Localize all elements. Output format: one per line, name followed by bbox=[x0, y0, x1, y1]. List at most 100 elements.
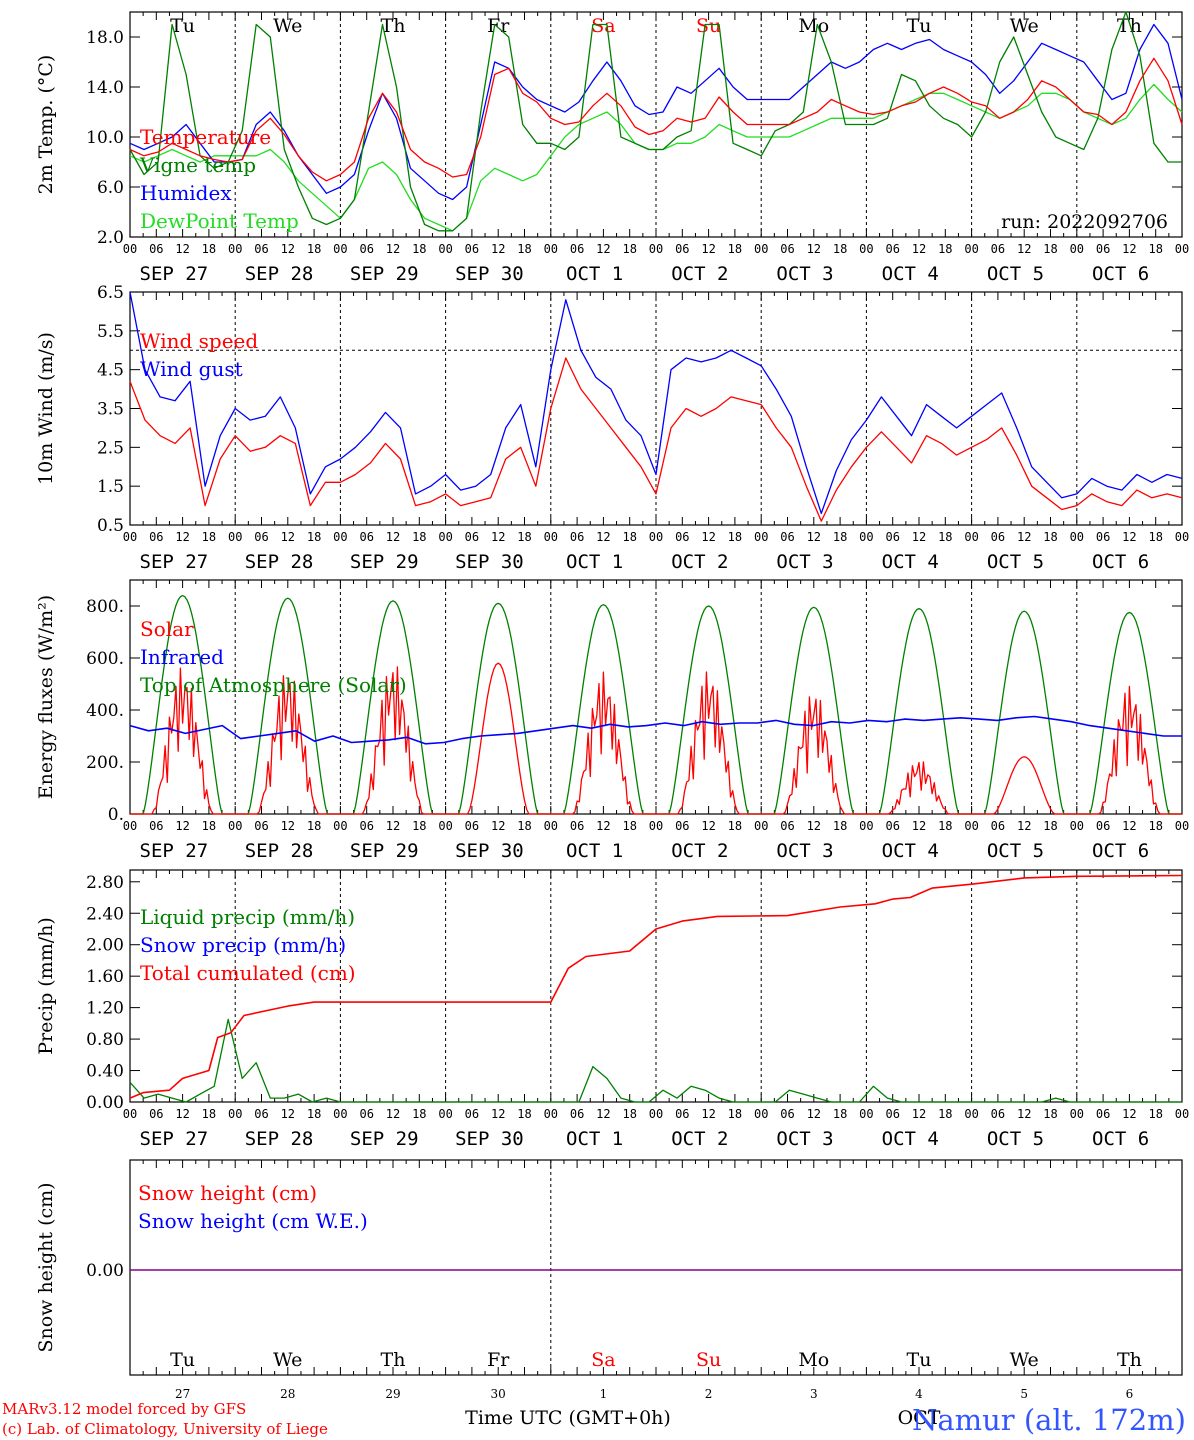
series-humidex bbox=[129, 23, 1183, 201]
weekday-label: Fr bbox=[487, 15, 510, 37]
x-date-label: SEP 29 bbox=[350, 840, 419, 862]
x-tick-label: 12 bbox=[281, 242, 295, 256]
x-tick-label: 12 bbox=[175, 1107, 189, 1121]
series-top-of-atmosphere-solar bbox=[340, 600, 446, 815]
x-tick-label: 06 bbox=[359, 530, 373, 544]
x-tick-label: 12 bbox=[175, 819, 189, 833]
weekday-label: We bbox=[1010, 1349, 1039, 1371]
x-date-label: SEP 30 bbox=[455, 263, 524, 285]
x-date-label: OCT 6 bbox=[1092, 1128, 1149, 1150]
x-tick-label: 12 bbox=[701, 530, 715, 544]
x-tick-label: 00 bbox=[438, 819, 452, 833]
series-solar bbox=[445, 662, 551, 815]
weekday-label: We bbox=[273, 1349, 302, 1371]
legend-snow-height-cm-w-e-: Snow height (cm W.E.) bbox=[138, 1209, 368, 1233]
series-infrared bbox=[129, 715, 1182, 745]
weekday-label: We bbox=[273, 15, 302, 37]
legend-snow-height-cm-: Snow height (cm) bbox=[138, 1181, 317, 1205]
x-tick-label: 12 bbox=[596, 242, 610, 256]
y-tick-label: 2.80 bbox=[86, 873, 124, 893]
y-tick-label: 2.00 bbox=[86, 936, 124, 956]
x-tick-label: 00 bbox=[123, 1107, 137, 1121]
y-tick-label: 0.80 bbox=[86, 1030, 124, 1050]
x-tick-label: 06 bbox=[885, 530, 899, 544]
x-tick-label: 18 bbox=[517, 530, 531, 544]
x-date-label: OCT 5 bbox=[987, 551, 1044, 573]
x-tick-label: 18 bbox=[622, 1107, 636, 1121]
y-tick-label: 0.40 bbox=[86, 1062, 124, 1082]
x-date-label: OCT 6 bbox=[1092, 263, 1149, 285]
x-date-label: OCT 5 bbox=[987, 840, 1044, 862]
x-tick-label: 18 bbox=[1043, 819, 1057, 833]
y-tick-label: 1.20 bbox=[86, 999, 124, 1019]
x-tick-label: 12 bbox=[386, 242, 400, 256]
run-label: run: 2022092706 bbox=[1001, 211, 1168, 233]
x-date-label: OCT 3 bbox=[776, 840, 833, 862]
series-solar bbox=[971, 756, 1077, 815]
y-tick-label: 1.5 bbox=[97, 477, 124, 497]
weekday-label: Th bbox=[381, 15, 406, 37]
x-date-label: OCT 4 bbox=[882, 551, 939, 573]
x-tick-label: 06 bbox=[780, 819, 794, 833]
x-tick-label: 06 bbox=[885, 819, 899, 833]
x-tick-label: 12 bbox=[596, 1107, 610, 1121]
y-tick-label: 800. bbox=[86, 597, 124, 617]
x-tick-label: 12 bbox=[701, 1107, 715, 1121]
x-tick-label: 06 bbox=[675, 819, 689, 833]
legend-snow-precip-mm-h-: Snow precip (mm/h) bbox=[140, 933, 346, 957]
x-tick-label: 00 bbox=[754, 530, 768, 544]
x-tick-label: 12 bbox=[807, 1107, 821, 1121]
x-tick-label: 06 bbox=[1096, 1107, 1110, 1121]
day-number-label: 2 bbox=[705, 1387, 713, 1401]
x-tick-label: 00 bbox=[228, 1107, 242, 1121]
x-tick-label: 18 bbox=[202, 819, 216, 833]
y-tick-label: 600. bbox=[86, 649, 124, 669]
y-axis-label: Energy fluxes (W/m²) bbox=[35, 595, 57, 799]
x-tick-label: 18 bbox=[412, 530, 426, 544]
legend-humidex: Humidex bbox=[140, 181, 232, 205]
weekday-label: Su bbox=[696, 1349, 721, 1371]
station-label: Namur (alt. 172m) bbox=[912, 1403, 1186, 1437]
series-top-of-atmosphere-solar bbox=[971, 610, 1077, 815]
x-date-label: OCT 6 bbox=[1092, 551, 1149, 573]
series-top-of-atmosphere-solar bbox=[761, 606, 867, 815]
x-tick-label: 18 bbox=[728, 242, 742, 256]
x-tick-label: 18 bbox=[728, 819, 742, 833]
x-tick-label: 18 bbox=[622, 819, 636, 833]
x-tick-label: 18 bbox=[938, 530, 952, 544]
x-tick-label: 00 bbox=[1175, 819, 1189, 833]
x-tick-label: 06 bbox=[254, 1107, 268, 1121]
x-tick-label: 06 bbox=[149, 819, 163, 833]
x-tick-label: 12 bbox=[491, 530, 505, 544]
x-tick-label: 12 bbox=[596, 530, 610, 544]
x-tick-label: 06 bbox=[465, 242, 479, 256]
y-tick-label: 2.0 bbox=[97, 228, 124, 248]
x-tick-label: 12 bbox=[912, 819, 926, 833]
time-axis-label: Time UTC (GMT+0h) bbox=[465, 1407, 671, 1429]
weekday-label: Tu bbox=[170, 15, 195, 37]
x-tick-label: 00 bbox=[1070, 819, 1084, 833]
x-tick-label: 12 bbox=[175, 530, 189, 544]
x-tick-label: 06 bbox=[254, 530, 268, 544]
credit-line-1: MARv3.12 model forced by GFS bbox=[2, 1400, 246, 1418]
weekday-label: Tu bbox=[170, 1349, 195, 1371]
weekday-label: Su bbox=[696, 15, 721, 37]
day-number-label: 6 bbox=[1126, 1387, 1134, 1401]
x-date-label: OCT 1 bbox=[566, 263, 623, 285]
y-tick-label: 14.0 bbox=[86, 78, 124, 98]
credit-line-2: (c) Lab. of Climatology, University of L… bbox=[2, 1420, 328, 1438]
legend-vigne-temp: Vigne temp bbox=[139, 153, 256, 177]
x-tick-label: 18 bbox=[833, 819, 847, 833]
x-date-label: SEP 29 bbox=[350, 551, 419, 573]
series-top-of-atmosphere-solar bbox=[866, 607, 972, 815]
series-solar bbox=[550, 671, 656, 815]
x-date-label: OCT 2 bbox=[671, 263, 728, 285]
x-tick-label: 12 bbox=[491, 242, 505, 256]
x-tick-label: 00 bbox=[228, 530, 242, 544]
x-tick-label: 18 bbox=[202, 242, 216, 256]
series-wind-gust bbox=[129, 291, 1183, 515]
x-tick-label: 12 bbox=[912, 530, 926, 544]
x-tick-label: 06 bbox=[570, 530, 584, 544]
legend-temperature: Temperature bbox=[140, 125, 271, 149]
month-label: OCT bbox=[898, 1407, 941, 1429]
